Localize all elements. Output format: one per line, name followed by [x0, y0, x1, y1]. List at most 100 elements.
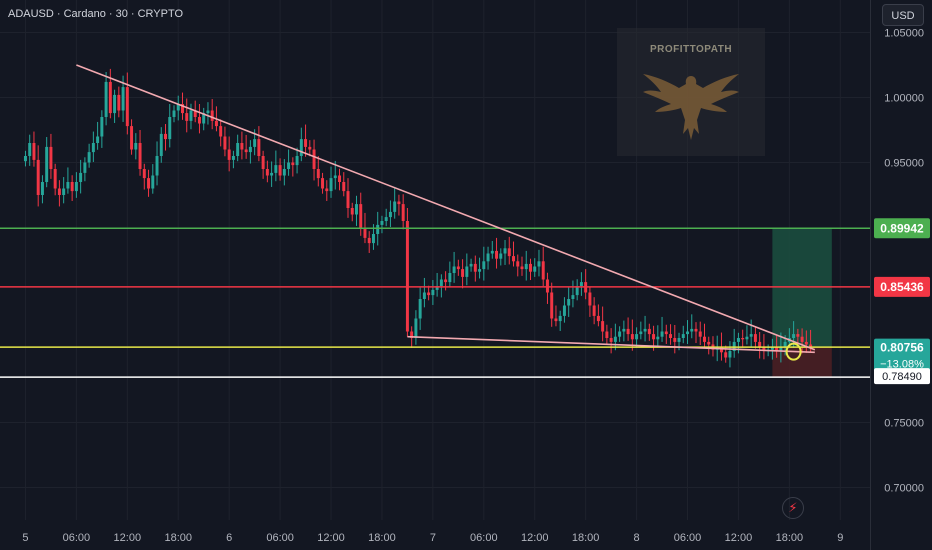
candlestick-series: [23, 68, 813, 368]
candle-body: [23, 156, 27, 162]
candle-body: [257, 139, 261, 156]
candle-body: [342, 182, 346, 192]
candle-body: [456, 266, 460, 270]
y-tick-label: 1.05000: [884, 28, 924, 40]
time-axis[interactable]: 5 06:00 12:00 18:00 6 06:00 12:00 18:00 7 06:00 12…: [22, 532, 843, 544]
candle-body: [516, 261, 520, 267]
candle-body: [329, 178, 333, 192]
currency-button[interactable]: USD: [882, 4, 924, 26]
candle-body: [70, 182, 74, 192]
candle-body: [240, 143, 244, 150]
candle-body: [652, 334, 656, 340]
price-axis[interactable]: 1.05000 1.00000 0.95000 0.75000 0.70000 0.899…: [874, 28, 930, 495]
candle-body: [736, 338, 740, 342]
candle-body: [482, 261, 486, 270]
candle-body: [367, 237, 371, 244]
candle-body: [57, 188, 61, 195]
candle-body: [36, 159, 40, 195]
candle-body: [414, 318, 418, 338]
x-tick-label: 18:00: [572, 532, 600, 544]
y-tick-label: 0.95000: [884, 158, 924, 170]
x-tick-label: 18:00: [368, 532, 396, 544]
candle-body: [363, 227, 367, 238]
candle-body: [181, 104, 184, 114]
candle-body: [333, 175, 337, 179]
candle-body: [562, 305, 566, 316]
lower-trendline: [407, 335, 815, 354]
candle-body: [87, 152, 91, 163]
current-change-label: −13.08%: [880, 359, 924, 371]
candle-body: [380, 221, 384, 225]
candle-body: [469, 263, 473, 267]
candle-body: [155, 156, 159, 176]
candle-body: [775, 347, 779, 351]
candle-body: [66, 182, 70, 189]
candle-body: [206, 110, 210, 114]
candle-body: [371, 234, 375, 244]
candle-body: [609, 338, 613, 342]
candle-body: [694, 328, 698, 332]
x-tick-label: 12:00: [725, 532, 753, 544]
candle-body: [503, 248, 507, 254]
candle-body: [618, 331, 622, 337]
symbol-title: ADAUSD · Cardano · 30 · CRYPTO: [8, 8, 184, 20]
x-tick-label: 06:00: [674, 532, 702, 544]
candle-body: [265, 169, 269, 176]
candle-body: [749, 334, 753, 337]
candle-body: [596, 315, 600, 322]
watermark-text: PROFITTOPATH: [649, 44, 733, 55]
x-tick-label: 06:00: [266, 532, 294, 544]
candle-body: [321, 178, 325, 189]
candle-body: [639, 331, 643, 335]
candle-body: [753, 334, 757, 342]
support-label-bg: [874, 368, 930, 385]
candle-body: [164, 133, 167, 140]
candle-body: [121, 87, 125, 111]
x-tick-label: 12:00: [521, 532, 549, 544]
target-label-bg: [874, 218, 930, 239]
x-tick-label: 6: [226, 532, 232, 544]
candle-body: [376, 224, 380, 234]
candle-body: [393, 201, 397, 212]
candle-body: [461, 269, 465, 277]
candle-body: [448, 273, 452, 283]
candle-body: [405, 221, 409, 332]
candle-body: [656, 336, 660, 340]
candle-body: [219, 126, 223, 137]
candle-body: [295, 156, 299, 166]
entry-marker: [785, 342, 802, 361]
candle-body: [728, 351, 732, 358]
candle-body: [418, 299, 422, 319]
candle-body: [524, 263, 528, 270]
candle-body: [304, 139, 308, 147]
candle-body: [138, 143, 142, 169]
candle-body: [384, 217, 388, 221]
candle-body: [571, 295, 575, 299]
candle-body: [350, 208, 354, 215]
candle-body: [770, 347, 774, 350]
lightning-icon[interactable]: ⚡: [782, 497, 804, 519]
candle-body: [605, 331, 609, 338]
candle-body: [537, 261, 541, 267]
candle-body: [185, 113, 189, 121]
candle-body: [291, 162, 295, 166]
candle-body: [647, 328, 651, 335]
candle-body: [529, 263, 532, 272]
level-lines: [0, 227, 870, 378]
candle-body: [53, 169, 57, 189]
candle-body: [401, 204, 405, 221]
candle-body: [189, 110, 193, 121]
candle-body: [626, 328, 630, 335]
candle-body: [325, 188, 329, 192]
candle-body: [172, 110, 176, 117]
candle-body: [338, 175, 341, 182]
resistance-label: 0.85436: [880, 280, 924, 294]
candle-body: [541, 261, 545, 280]
candle-body: [681, 334, 685, 338]
candle-body: [210, 110, 214, 121]
candle-body: [796, 334, 800, 337]
candle-body: [741, 338, 745, 340]
candle-body: [622, 328, 626, 332]
candle-body: [592, 305, 596, 316]
